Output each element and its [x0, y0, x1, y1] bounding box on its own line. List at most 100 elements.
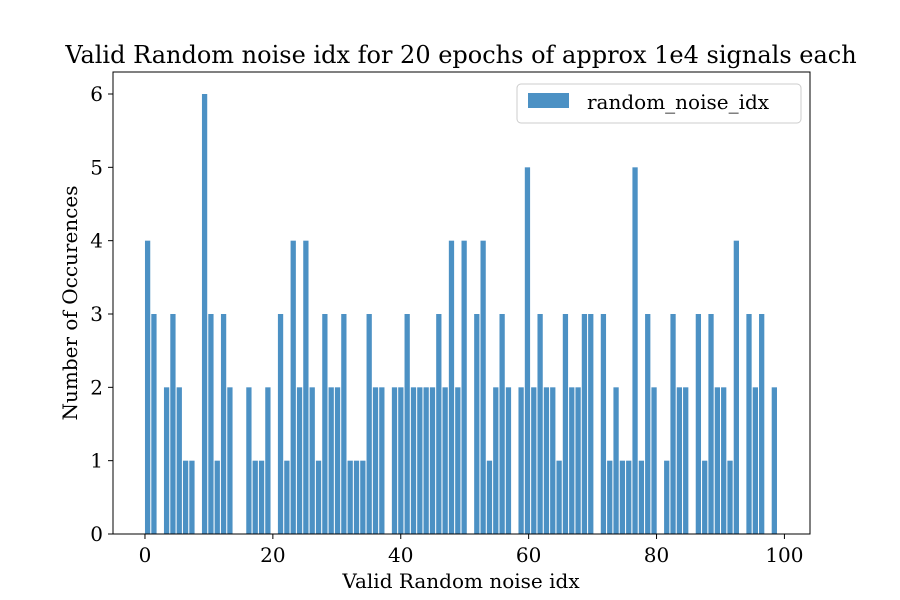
- histogram-bar: [759, 314, 765, 534]
- histogram-bar: [144, 240, 151, 535]
- legend: random_noise_idx: [516, 83, 802, 124]
- histogram-bar: [163, 387, 170, 534]
- histogram-bar: [360, 460, 366, 534]
- y-axis-ticks: 0 1 2 3 4 5 6: [90, 82, 113, 546]
- x-tick-label: 100: [765, 543, 803, 567]
- histogram-bar: [505, 387, 512, 534]
- y-tick-label: 2: [90, 375, 103, 399]
- y-tick-label: 5: [90, 155, 103, 179]
- histogram-bar: [626, 460, 632, 534]
- histogram-bar: [607, 460, 613, 534]
- histogram-bar: [461, 240, 467, 535]
- histogram-bar: [550, 387, 556, 534]
- histogram-bar: [556, 460, 562, 534]
- histogram-bar: [474, 314, 480, 534]
- histogram-bar: [486, 460, 493, 534]
- histogram-bar: [480, 240, 486, 535]
- y-tick-label: 1: [90, 449, 103, 473]
- histogram-bar: [404, 314, 410, 534]
- histogram-bar: [284, 460, 290, 534]
- histogram-bar: [189, 460, 195, 534]
- histogram-bar: [296, 387, 303, 534]
- histogram-bar: [683, 387, 689, 534]
- legend-swatch: [528, 93, 569, 108]
- histogram-bar: [417, 387, 423, 534]
- x-tick-label: 0: [139, 543, 152, 567]
- histogram-bar: [695, 314, 702, 534]
- legend-label: random_noise_idx: [587, 90, 770, 114]
- histogram-bar: [575, 387, 581, 534]
- histogram-bar: [518, 387, 524, 534]
- bar-group: [144, 94, 777, 535]
- y-tick-label: 3: [90, 302, 103, 326]
- histogram-bar: [676, 387, 683, 534]
- histogram-bar: [524, 167, 531, 534]
- histogram-bar: [600, 314, 607, 534]
- histogram-bar: [220, 314, 227, 534]
- histogram-bar: [227, 387, 233, 534]
- histogram-bar: [569, 387, 575, 534]
- histogram-bar: [543, 387, 550, 534]
- histogram-bar: [347, 460, 353, 534]
- histogram-bar: [334, 387, 341, 534]
- histogram-bar: [265, 387, 271, 534]
- histogram-bar: [436, 314, 442, 534]
- histogram-bar: [746, 314, 752, 534]
- histogram-bar: [322, 314, 328, 534]
- histogram-bar: [246, 387, 252, 534]
- histogram-bar: [727, 460, 733, 534]
- histogram-bar: [455, 387, 461, 534]
- histogram-bar: [708, 314, 714, 534]
- histogram-bar: [315, 460, 322, 534]
- histogram-bar: [214, 460, 220, 534]
- plot-frame: [112, 71, 811, 535]
- histogram-bar: [562, 314, 569, 534]
- x-tick-label: 20: [260, 543, 285, 567]
- chart-title: Valid Random noise idx for 20 epochs of …: [64, 41, 856, 69]
- x-tick-label: 80: [644, 543, 669, 567]
- histogram-bar: [423, 387, 429, 534]
- histogram-bar: [645, 314, 651, 534]
- histogram-bar: [752, 387, 758, 534]
- histogram-bar: [499, 314, 505, 534]
- histogram-bar: [714, 387, 720, 534]
- histogram-bar: [252, 460, 258, 534]
- legend-box: [516, 83, 802, 124]
- histogram-bar: [733, 240, 739, 535]
- histogram-bar: [721, 387, 727, 534]
- histogram-bar: [151, 314, 157, 534]
- x-axis-label: Valid Random noise idx: [341, 569, 580, 593]
- histogram-bar: [531, 387, 537, 534]
- histogram-bar: [303, 240, 309, 535]
- histogram-bar: [442, 387, 448, 534]
- histogram-bar: [353, 460, 360, 534]
- y-tick-label: 4: [90, 229, 103, 253]
- histogram-bar: [258, 460, 265, 534]
- histogram-bar: [448, 240, 455, 535]
- histogram-bar: [379, 387, 385, 534]
- histogram-bar: [632, 167, 638, 534]
- histogram-bar: [182, 460, 189, 534]
- histogram-bar: [341, 314, 347, 534]
- histogram-bar: [309, 387, 315, 534]
- y-axis-label: Number of Occurences: [58, 186, 82, 421]
- histogram-bar: [391, 387, 398, 534]
- histogram-bar: [638, 460, 645, 534]
- x-tick-label: 60: [516, 543, 541, 567]
- histogram-bar: [366, 314, 372, 534]
- histogram-bar: [277, 314, 284, 534]
- histogram-bar: [702, 460, 708, 534]
- y-tick-label: 6: [90, 82, 103, 106]
- histogram-bar: [619, 460, 626, 534]
- histogram-bar: [201, 94, 208, 534]
- histogram-bar: [651, 387, 657, 534]
- histogram-bar: [429, 387, 436, 534]
- histogram-bar: [328, 387, 334, 534]
- histogram-bar: [170, 314, 176, 534]
- histogram-bar: [613, 387, 619, 534]
- histogram-bar: [208, 314, 214, 534]
- histogram-bar: [670, 314, 676, 534]
- histogram-bar: [588, 314, 594, 534]
- histogram-bar: [581, 314, 588, 534]
